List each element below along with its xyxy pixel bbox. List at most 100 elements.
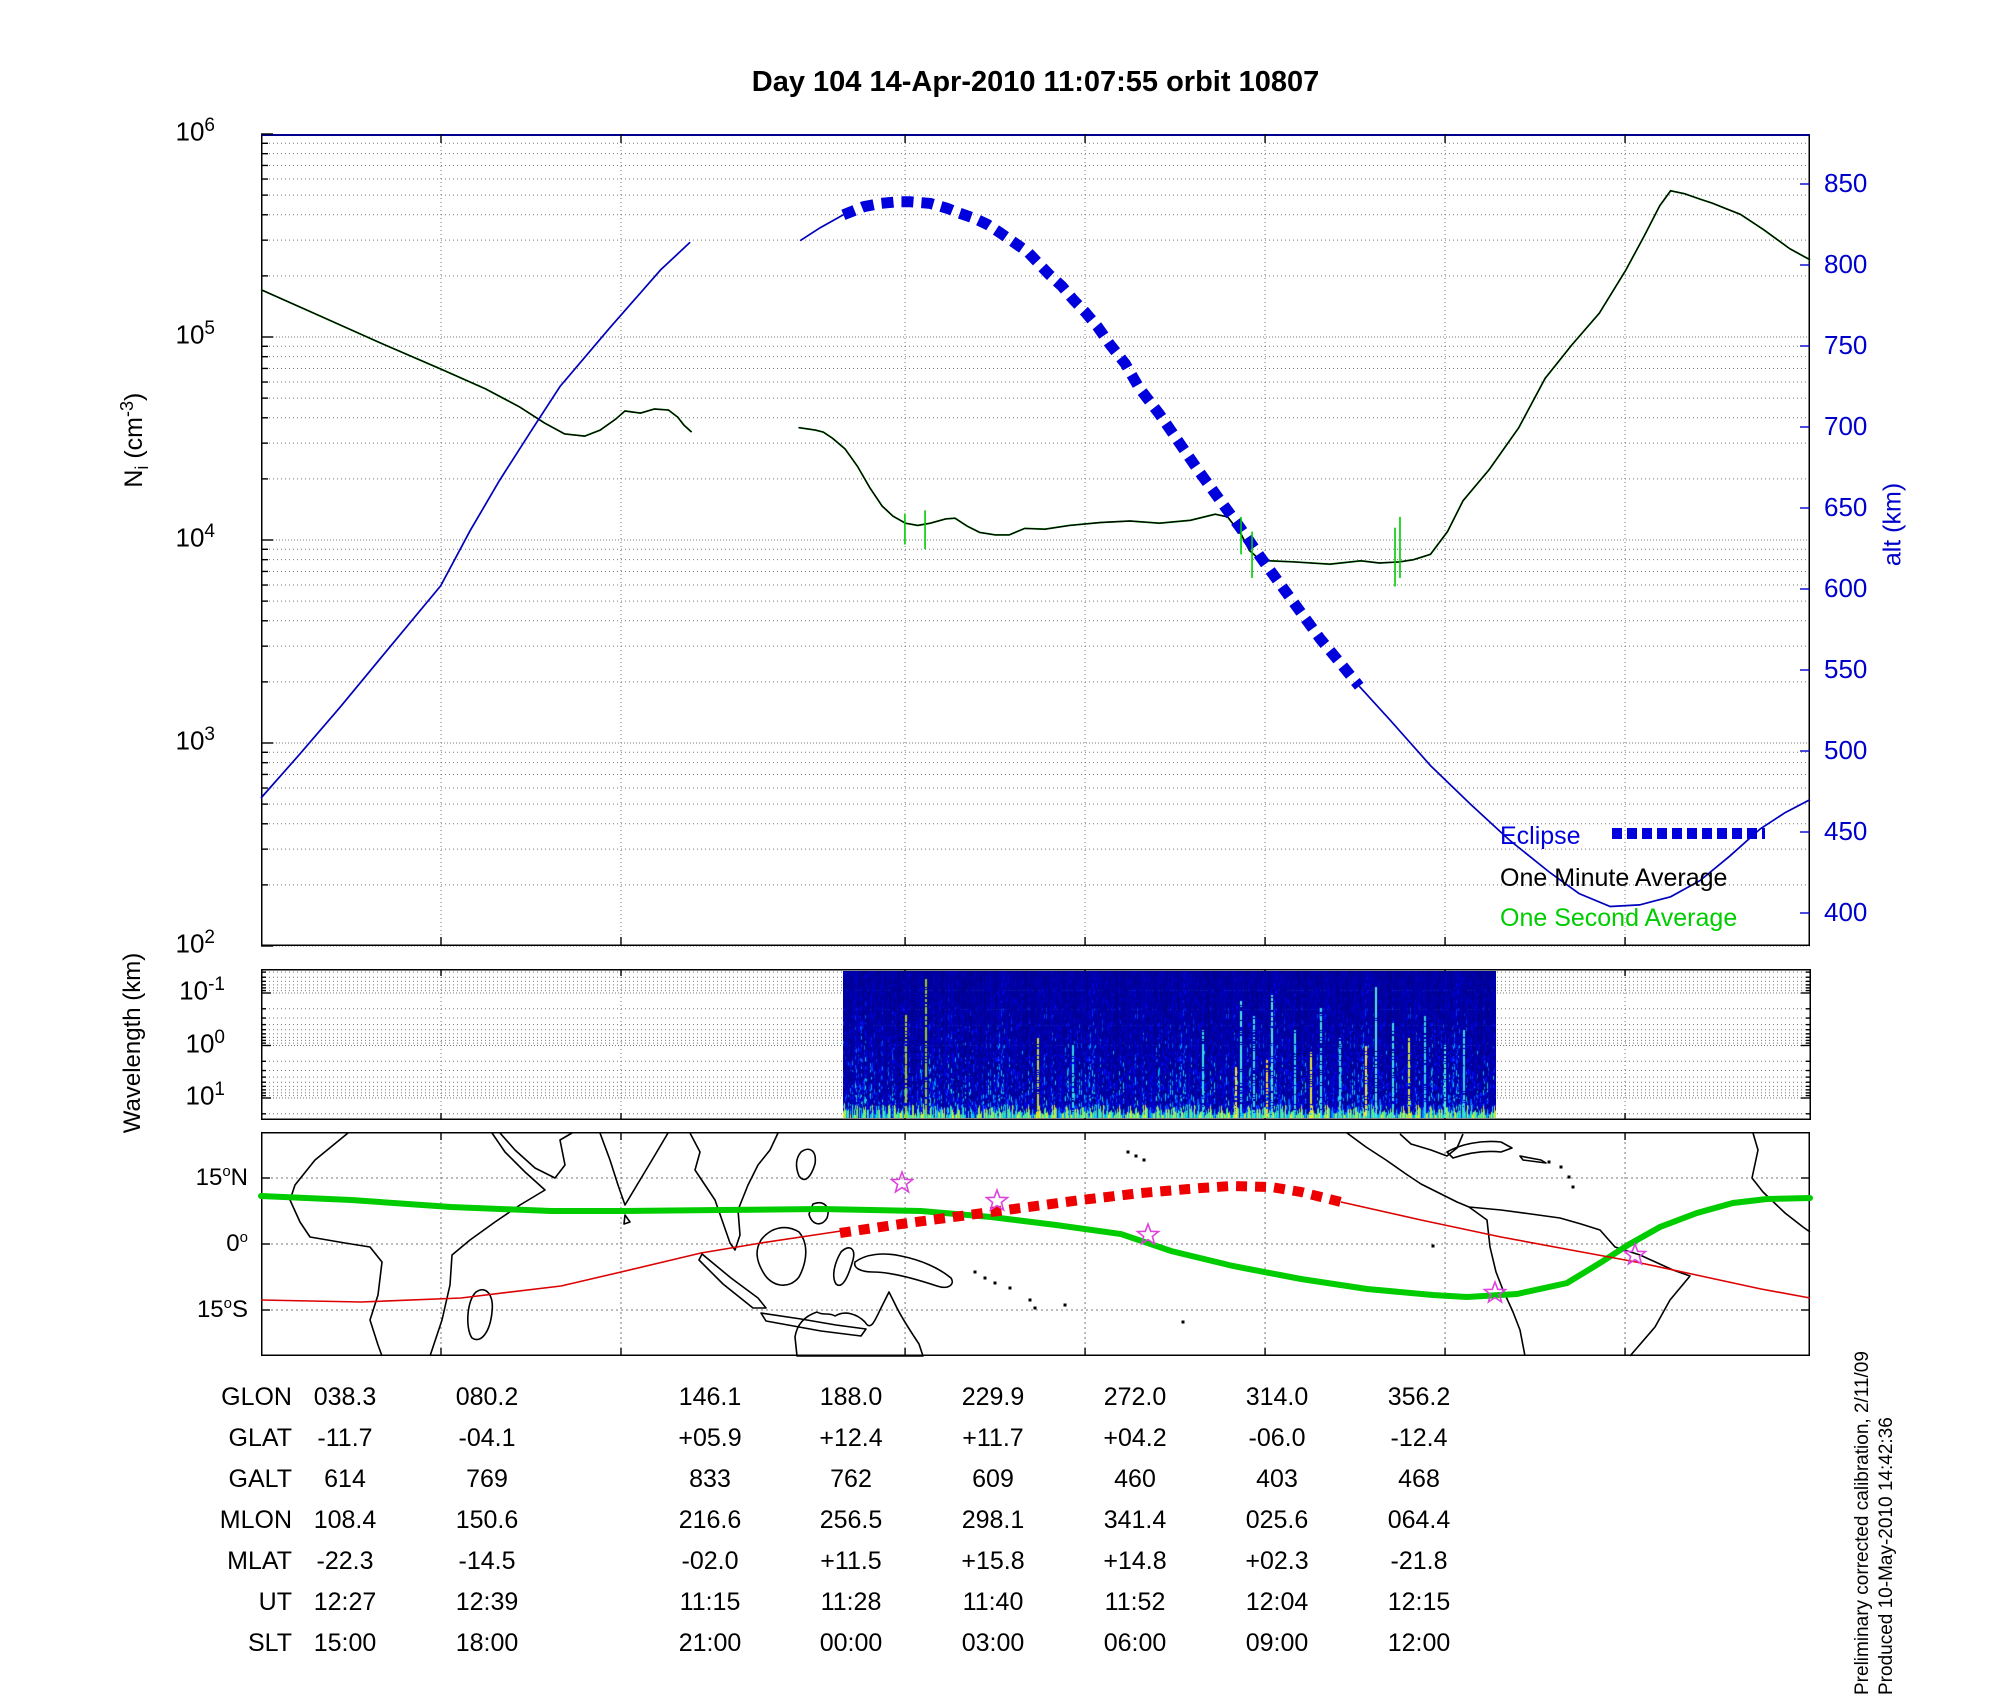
table-cell: +11.5 <box>820 1547 882 1575</box>
table-row-label: MLAT <box>227 1547 292 1575</box>
table-row-label: GLAT <box>228 1424 292 1452</box>
table-cell: 21:00 <box>678 1629 742 1657</box>
ni-tick-label: 105 <box>175 318 216 350</box>
table-cell: 06:00 <box>1103 1629 1167 1657</box>
table-cell: +05.9 <box>678 1424 742 1452</box>
coastline <box>429 1132 546 1357</box>
table-cell: 09:00 <box>1245 1629 1309 1657</box>
ni-tick-label: 103 <box>175 724 216 756</box>
table-cell: 12:00 <box>1387 1629 1451 1657</box>
satellite-position-star <box>1482 1279 1508 1304</box>
island-speck <box>1028 1298 1032 1302</box>
page-title: Day 104 14-Apr-2010 11:07:55 orbit 10807 <box>751 66 1320 98</box>
ground-track-map <box>258 1132 1813 1357</box>
table-cell: 00:00 <box>819 1629 883 1657</box>
wavelength-tick-label: 100 <box>185 1026 226 1059</box>
alt-tick-label: 500 <box>1824 735 1868 765</box>
island-speck <box>1571 1185 1575 1189</box>
table-cell: 12:39 <box>455 1588 519 1616</box>
table-row-label: UT <box>258 1588 292 1616</box>
island-speck <box>993 1281 997 1285</box>
island-speck <box>973 1270 977 1274</box>
coastline <box>795 1148 817 1181</box>
one-minute-average-curve <box>798 190 1811 565</box>
legend-eclipse-dash-sample <box>1612 828 1765 839</box>
coastline <box>289 1132 383 1357</box>
alt-tick-label: 800 <box>1824 249 1868 279</box>
table-row-label: SLT <box>248 1629 292 1657</box>
satellite-position-star <box>889 1169 915 1194</box>
table-cell: 12:04 <box>1245 1588 1309 1616</box>
table-cell: 298.1 <box>961 1506 1025 1534</box>
table-cell: 460 <box>1114 1465 1156 1493</box>
table-cell: +14.8 <box>1103 1547 1167 1575</box>
table-cell: 256.5 <box>819 1506 883 1534</box>
wavelength-axis-title: Wavelength (km) <box>119 952 146 1134</box>
table-row-label: GLON <box>221 1383 292 1411</box>
coastline <box>808 1202 829 1225</box>
coastline <box>853 1253 953 1289</box>
table-cell: 080.2 <box>455 1383 519 1411</box>
ground-track-eclipse <box>839 1180 1343 1238</box>
island-speck <box>1033 1306 1037 1310</box>
table-cell: 609 <box>972 1465 1014 1493</box>
island-speck <box>1063 1303 1067 1307</box>
ni-tick-label: 106 <box>175 115 216 147</box>
table-cell: 064.4 <box>1387 1506 1451 1534</box>
table-cell: -02.0 <box>681 1547 739 1575</box>
spectrogram-image <box>843 971 1496 1118</box>
table-cell: +02.3 <box>1245 1547 1309 1575</box>
table-cell: 108.4 <box>313 1506 377 1534</box>
island-speck <box>1547 1160 1551 1164</box>
island-speck <box>1431 1244 1435 1248</box>
table-cell: -11.7 <box>317 1424 373 1452</box>
island-speck <box>1567 1175 1571 1179</box>
table-cell: -14.5 <box>458 1547 516 1575</box>
table-cell: -04.1 <box>458 1424 516 1452</box>
island-speck <box>1126 1150 1130 1154</box>
table-cell: 03:00 <box>961 1629 1025 1657</box>
table-cell: 356.2 <box>1387 1383 1451 1411</box>
table-row-label: GALT <box>228 1465 292 1493</box>
alt-tick-label: 550 <box>1824 654 1868 684</box>
table-cell: 314.0 <box>1245 1383 1309 1411</box>
table-cell: -12.4 <box>1390 1424 1448 1452</box>
alt-tick-label: 400 <box>1824 897 1868 927</box>
table-cell: 468 <box>1398 1465 1440 1493</box>
table-cell: 341.4 <box>1103 1506 1167 1534</box>
legend-eclipse-label: Eclipse <box>1500 822 1581 850</box>
lat-tick-label: 15oS <box>196 1295 248 1323</box>
ground-track <box>1340 1201 1811 1299</box>
table-row-label: MLON <box>219 1506 292 1534</box>
table-cell: 403 <box>1256 1465 1298 1493</box>
produced-note: Produced 10-May-2010 14:42:36 <box>1876 1417 1897 1695</box>
alt-tick-label: 450 <box>1824 816 1868 846</box>
coastline <box>1468 1206 1691 1357</box>
table-cell: -22.3 <box>316 1547 374 1575</box>
alt-tick-label: 750 <box>1824 330 1868 360</box>
coastline <box>599 1132 669 1206</box>
table-cell: 12:27 <box>313 1588 377 1616</box>
table-cell: +11.7 <box>962 1424 1024 1452</box>
coastline <box>623 1214 631 1225</box>
wavelength-tick-label: 101 <box>185 1079 226 1111</box>
one-minute-average-curve <box>260 289 693 437</box>
alt-tick-label: 600 <box>1824 573 1868 603</box>
coastline <box>1399 1133 1464 1157</box>
table-cell: 12:15 <box>1387 1588 1451 1616</box>
table-cell: 216.6 <box>678 1506 742 1534</box>
lat-tick-label: 0o <box>226 1229 248 1257</box>
island-speck <box>1559 1165 1563 1169</box>
table-cell: 150.6 <box>455 1506 519 1534</box>
table-cell: 762 <box>830 1465 872 1493</box>
satellite-position-star <box>984 1187 1010 1212</box>
coastline <box>1446 1140 1513 1159</box>
table-cell: 229.9 <box>961 1383 1025 1411</box>
table-cell: +04.2 <box>1103 1424 1167 1452</box>
table-cell: 272.0 <box>1103 1383 1167 1411</box>
wavelength-tick-label: 10-1 <box>179 974 225 1006</box>
table-cell: 18:00 <box>455 1629 519 1657</box>
legend-one-second-label: One Second Average <box>1500 904 1738 932</box>
coastline <box>467 1288 494 1341</box>
island-speck <box>1142 1158 1146 1162</box>
